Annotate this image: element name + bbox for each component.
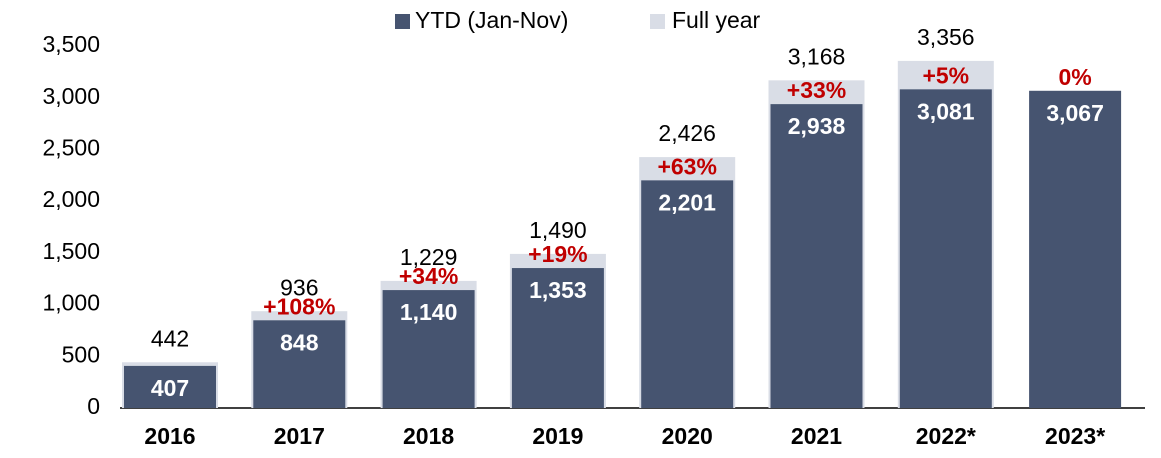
value-label: 1,140 <box>400 299 458 325</box>
x-tick-label: 2023* <box>1045 423 1105 449</box>
y-tick-label: 2,500 <box>42 135 100 161</box>
growth-label: +63% <box>657 153 716 179</box>
value-label: 2,938 <box>788 113 846 139</box>
value-label: 407 <box>151 375 189 401</box>
x-tick-label: 2017 <box>274 423 325 449</box>
legend-swatch <box>395 14 410 29</box>
growth-label: 0% <box>1058 64 1091 90</box>
bar <box>1029 90 1122 408</box>
value-label: 3,356 <box>917 24 975 50</box>
bar <box>253 320 346 408</box>
x-tick-label: 2018 <box>403 423 454 449</box>
bar <box>382 290 475 408</box>
y-tick-label: 0 <box>87 393 100 419</box>
growth-label: +33% <box>787 77 846 103</box>
value-label: 3,168 <box>788 43 846 69</box>
bar <box>641 180 734 408</box>
value-label: 936 <box>280 274 318 300</box>
y-tick-label: 1,000 <box>42 290 100 316</box>
value-label: 848 <box>280 329 319 355</box>
x-tick-label: 2016 <box>144 423 195 449</box>
y-tick-label: 2,000 <box>42 186 100 212</box>
value-label: 442 <box>151 325 189 351</box>
growth-label: +19% <box>528 241 587 267</box>
value-label: 2,426 <box>658 120 716 146</box>
value-label: 1,229 <box>400 244 458 270</box>
growth-label: +5% <box>922 62 969 88</box>
bar <box>511 268 604 408</box>
value-label: 1,353 <box>529 277 587 303</box>
growth-label: +108% <box>263 293 335 319</box>
y-tick-label: 1,500 <box>42 238 100 264</box>
y-tick-label: 3,000 <box>42 83 100 109</box>
legend-label: YTD (Jan-Nov) <box>415 7 568 33</box>
bar <box>899 89 992 408</box>
value-label: 3,081 <box>917 98 975 124</box>
value-label: 3,067 <box>1046 100 1104 126</box>
x-tick-label: 2020 <box>662 423 713 449</box>
x-tick-label: 2021 <box>791 423 842 449</box>
legend-swatch <box>650 14 665 29</box>
bar <box>770 104 863 408</box>
value-label: 2,201 <box>658 189 716 215</box>
value-label: 1,490 <box>529 217 587 243</box>
x-tick-label: 2022* <box>916 423 976 449</box>
y-tick-label: 500 <box>62 341 100 367</box>
bar <box>124 365 216 408</box>
growth-label: +34% <box>399 263 458 289</box>
x-tick-label: 2019 <box>532 423 583 449</box>
legend-label: Full year <box>672 7 761 33</box>
y-tick-label: 3,500 <box>42 31 100 57</box>
